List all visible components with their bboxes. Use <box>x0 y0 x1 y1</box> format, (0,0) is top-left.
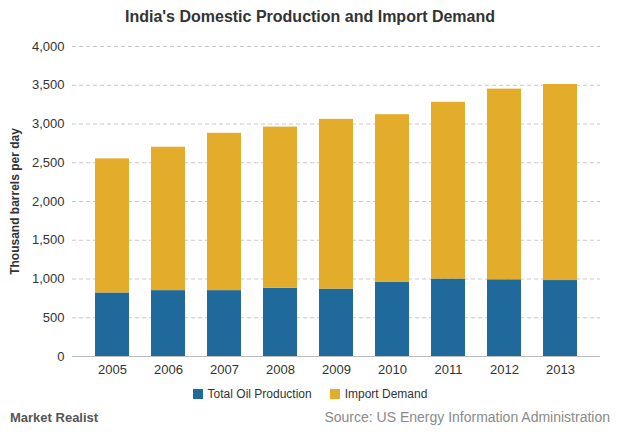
svg-text:2006: 2006 <box>154 362 183 377</box>
svg-text:2008: 2008 <box>266 362 295 377</box>
svg-text:2013: 2013 <box>546 362 575 377</box>
svg-text:2010: 2010 <box>378 362 407 377</box>
html-text:Market Realist: Market Realist <box>10 409 99 425</box>
svg-text:2011: 2011 <box>435 362 463 377</box>
svg-text:2005: 2005 <box>98 362 127 377</box>
svg-text:2009: 2009 <box>322 362 351 377</box>
html-text:Source: US Energy Information: Source: US Energy Information Administra… <box>324 409 610 425</box>
svg-text:2007: 2007 <box>210 362 239 377</box>
svg-text:Thousand barrels per day: Thousand barrels per day <box>8 128 22 275</box>
svg-text:2,500: 2,500 <box>32 155 65 170</box>
svg-text:2,000: 2,000 <box>32 194 65 209</box>
svg-text:1,000: 1,000 <box>32 271 65 286</box>
html-text:Import Demand: Import Demand <box>344 387 428 401</box>
svg-text:1,500: 1,500 <box>32 232 65 247</box>
html-text:Total Oil Production: Total Oil Production <box>207 387 312 401</box>
html-text:India's Domestic Production an: India's Domestic Production and Import D… <box>125 8 495 25</box>
svg-text:2012: 2012 <box>490 362 519 377</box>
svg-text:4,000: 4,000 <box>32 39 65 54</box>
svg-text:0: 0 <box>57 349 64 364</box>
svg-text:3,000: 3,000 <box>32 116 65 131</box>
svg-text:500: 500 <box>43 310 65 325</box>
svg-text:3,500: 3,500 <box>32 77 65 92</box>
